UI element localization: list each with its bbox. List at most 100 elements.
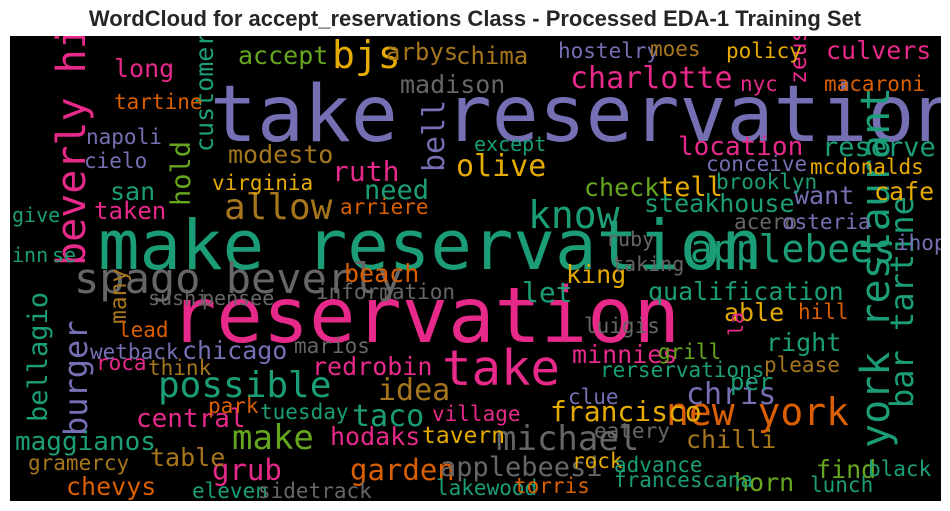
word-pensee: pensee <box>202 286 275 310</box>
word-new-york: new york <box>666 390 850 434</box>
word-chilli: chilli <box>686 425 777 454</box>
word-san: san <box>110 177 156 206</box>
word-tell: tell <box>658 172 724 203</box>
word-idea: idea <box>378 373 451 408</box>
word-ruth: ruth <box>332 155 400 188</box>
word-information: information <box>316 280 456 304</box>
word-mcdonalds: mcdonalds <box>810 155 924 179</box>
word-taking: taking <box>612 252 685 276</box>
word-possible: possible <box>158 365 332 406</box>
word-bjs: bjs <box>332 36 401 77</box>
word-applebeesi: applebeesi <box>440 452 603 483</box>
word-applebees: applebees <box>690 227 896 271</box>
chart-title: WordCloud for accept_reservations Class … <box>88 6 862 31</box>
word-la: la <box>724 311 748 336</box>
word-chris: chris <box>686 377 777 412</box>
word-garden: garden <box>350 453 455 487</box>
word-qualification: qualification <box>648 277 844 306</box>
word-table: table <box>150 443 226 472</box>
word-sidetrack: sidetrack <box>258 479 372 502</box>
word-black: black <box>868 457 932 481</box>
word-charlotte: charlotte <box>570 61 733 96</box>
word-grub: grub <box>212 453 282 487</box>
word-michael: michael <box>496 419 640 459</box>
word-cafe: cafe <box>874 177 935 206</box>
word-eatery: eatery <box>594 419 670 443</box>
word-clue: clue <box>568 385 619 409</box>
word-hill: hill <box>798 300 849 324</box>
word-reserve: reserve <box>822 132 936 163</box>
word-take-reservation: take reservation <box>210 70 941 160</box>
word-many: many <box>106 268 132 324</box>
word-sushi: sushi <box>148 286 209 310</box>
word-advance: advance <box>614 453 703 477</box>
word-wetback: wetback <box>90 340 179 364</box>
word-hostelry: hostelry <box>558 39 660 63</box>
word-taken: taken <box>94 197 167 225</box>
word-spago-beverly: spago beverly <box>74 254 403 303</box>
word-accept: accept <box>238 41 329 70</box>
word-tavern: tavern <box>422 423 506 449</box>
word-long: long <box>114 54 175 83</box>
word-horn: horn <box>734 468 795 497</box>
word-per: per <box>730 368 774 396</box>
word-arriere: arriere <box>340 195 429 219</box>
word-brooklyn: brooklyn <box>716 170 818 194</box>
word-madison: madison <box>400 70 506 99</box>
word-reservation: reservation <box>170 272 680 361</box>
word-chima: chima <box>456 42 529 70</box>
word-hodaks: hodaks <box>330 422 421 451</box>
word-able: able <box>724 298 785 327</box>
word-luigis: luigis <box>584 314 660 338</box>
word-marios: marios <box>294 334 370 358</box>
word-make-reservation: make reservation <box>98 206 763 286</box>
word-take: take <box>442 340 561 397</box>
word-chicago: chicago <box>182 336 288 365</box>
word-location: location <box>678 132 804 162</box>
word-give: give <box>12 203 61 227</box>
word-bellagio: bellagio <box>23 291 54 422</box>
word-know: know <box>528 193 620 237</box>
word-please: please <box>764 353 840 377</box>
word-village: village <box>432 402 521 426</box>
word-beach: beach <box>344 259 420 288</box>
word-culvers: culvers <box>826 36 932 65</box>
word-rock: rock <box>572 449 623 473</box>
word-park: park <box>208 394 259 418</box>
word-ihop: ihop <box>896 231 941 255</box>
word-redrobin: redrobin <box>312 352 433 381</box>
word-se: se <box>52 243 77 267</box>
word-chevys: chevys <box>66 472 157 501</box>
word-tartine: tartine <box>114 90 203 114</box>
word-grill: grill <box>658 340 722 364</box>
word-rerservations: rerservations <box>600 358 765 382</box>
word-acero: acero <box>734 210 798 234</box>
word-torris: torris <box>514 474 590 498</box>
word-taco: taco <box>352 399 425 434</box>
word-make: make <box>232 418 314 458</box>
word-allow: allow <box>224 187 333 228</box>
word-king: king <box>566 260 627 289</box>
word-francisco: francisco <box>550 395 702 428</box>
word-virginia: virginia <box>212 171 314 195</box>
word-burger: burger <box>57 320 95 436</box>
word-ruby: ruby <box>606 227 655 251</box>
word-policy: policy <box>726 39 802 63</box>
word-need: need <box>364 175 430 206</box>
word-bar-tartine: bar tartine <box>883 196 921 408</box>
word-find: find <box>816 455 877 484</box>
word-napoli: napoli <box>86 125 162 149</box>
word-inn: inn <box>12 243 49 267</box>
word-think: think <box>148 356 212 380</box>
word-cielo: cielo <box>84 149 148 173</box>
word-steakhouse: steakhouse <box>644 189 795 218</box>
word-eleven: eleven <box>192 479 268 502</box>
word-check: check <box>584 173 660 202</box>
word-gramercy: gramercy <box>28 451 130 475</box>
word-arbys: arbys <box>386 38 459 66</box>
word-right: right <box>766 328 842 357</box>
word-tuesday: tuesday <box>260 400 349 424</box>
word-macaroni: macaroni <box>824 72 926 96</box>
word-lakewood: lakewood <box>436 476 538 500</box>
word-moes: moes <box>650 37 701 61</box>
